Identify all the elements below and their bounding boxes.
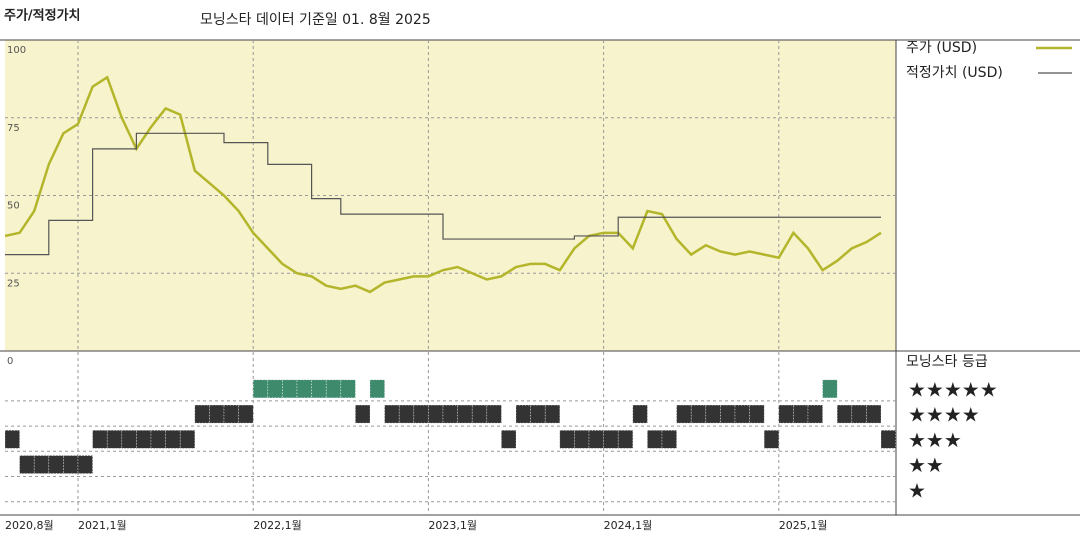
rating-bar [617, 430, 634, 449]
rating-bar [106, 430, 123, 449]
rating-bar [530, 404, 546, 424]
price-line [4, 75, 882, 294]
rating-bar [793, 404, 809, 424]
legend-label: 주가 (USD) [906, 40, 977, 56]
x-tick-label: 2024,1월 [604, 519, 653, 532]
y-tick-label: 0 [7, 356, 13, 367]
rating-bar [19, 455, 35, 474]
rating-bar [851, 404, 867, 424]
legend-label: 적정가치 (USD) [906, 65, 1003, 81]
rating-bar [574, 430, 590, 449]
rating-bar [194, 404, 210, 424]
rating-bar [384, 404, 400, 424]
rating-bar [749, 404, 765, 424]
rating-bar [676, 404, 692, 424]
y-tick-label: ★★ [908, 453, 944, 477]
rating-bar [486, 404, 502, 424]
x-tick-label: 2023,1월 [428, 519, 477, 532]
rating-bar [559, 430, 575, 449]
rating-bar [121, 430, 137, 449]
rating-bar [223, 404, 239, 424]
rating-bar [33, 455, 50, 474]
rating-bar [778, 404, 794, 424]
rating-bar [632, 404, 648, 424]
y-tick-label: 75 [7, 123, 20, 134]
rating-bar [48, 455, 64, 474]
x-tick-label: 2025,1월 [779, 519, 828, 532]
rating-bar [150, 430, 166, 449]
y-tick-label: ★★★ [908, 428, 962, 452]
rating-bar [267, 379, 283, 399]
rating-bar [209, 404, 225, 424]
rating-bar [296, 379, 312, 399]
rating-bar [325, 379, 342, 399]
rating-bar [136, 430, 152, 449]
rating-bar [340, 379, 356, 399]
rating-bar [836, 404, 853, 424]
chart-title: 주가/적정가치 [4, 8, 81, 24]
rating-bar [398, 404, 415, 424]
rating-bar [428, 404, 444, 424]
x-tick-label: 2020,8월 [5, 519, 54, 532]
rating-bar [63, 455, 79, 474]
rating-bar [807, 404, 823, 424]
rating-bar [179, 430, 196, 449]
y-tick-label: 25 [7, 278, 20, 289]
rating-bar [866, 404, 882, 424]
rating-bar [588, 430, 604, 449]
y-tick-label: 50 [7, 201, 20, 212]
x-tick-label: 2021,1월 [78, 519, 127, 532]
y-tick-label: ★★★★ [908, 403, 980, 427]
rating-bar [457, 404, 473, 424]
rating-bar [501, 430, 517, 449]
rating-title: 모닝스타 등급 [906, 354, 988, 370]
fair-value-line [5, 132, 881, 256]
rating-bar [734, 404, 750, 424]
rating-bar [880, 430, 896, 449]
rating-bar [544, 404, 561, 424]
rating-bar [413, 404, 429, 424]
rating-bar [822, 379, 838, 399]
rating-bar [515, 404, 531, 424]
rating-bar [311, 379, 327, 399]
rating-bar [442, 404, 458, 424]
chart-subtitle: 모닝스타 데이터 기준일 01. 8월 2025 [200, 12, 431, 28]
rating-bar [603, 430, 619, 449]
rating-bar [720, 404, 736, 424]
y-tick-label: ★★★★★ [908, 377, 998, 401]
x-tick-label: 2022,1월 [253, 519, 302, 532]
rating-bar [282, 379, 298, 399]
rating-bar [77, 455, 93, 474]
rating-bar [369, 379, 385, 399]
y-tick-label: ★ [908, 478, 926, 502]
rating-bar [705, 404, 721, 424]
rating-bar [238, 404, 254, 424]
rating-bar [92, 430, 108, 449]
rating-bar [690, 404, 707, 424]
rating-bar [4, 430, 20, 449]
y-tick-label: 100 [7, 45, 26, 56]
rating-bar [763, 430, 780, 449]
rating-bar [252, 379, 269, 399]
rating-bar [165, 430, 181, 449]
rating-bar [661, 430, 677, 449]
rating-bar [471, 404, 488, 424]
rating-bar [647, 430, 663, 449]
rating-bar [355, 404, 371, 424]
